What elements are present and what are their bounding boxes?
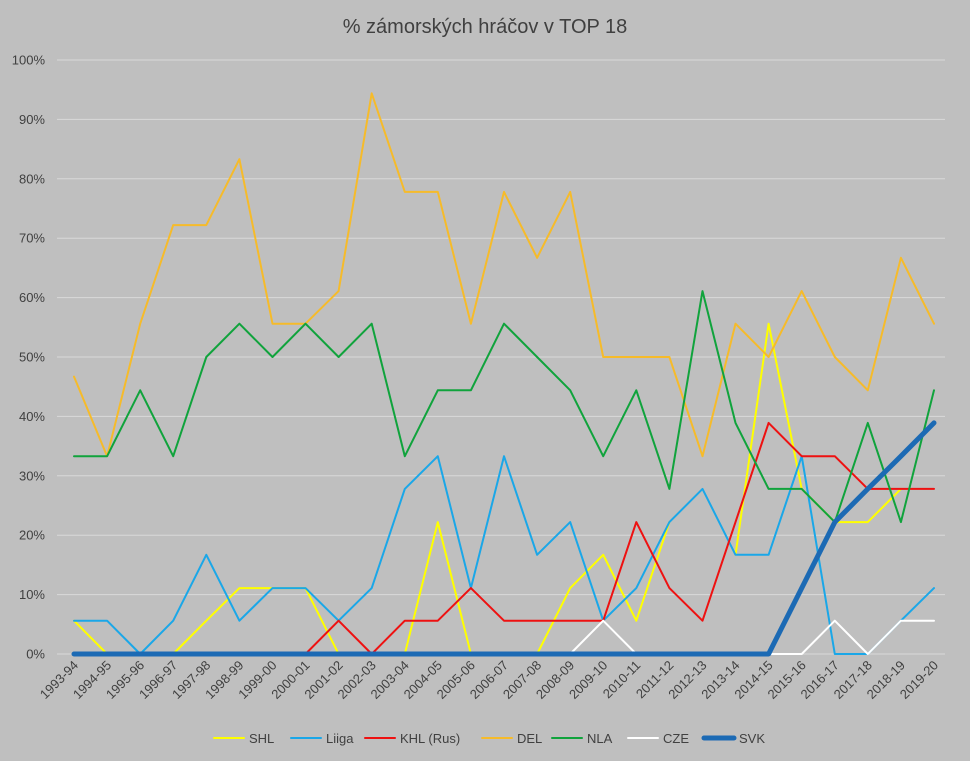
y-tick-label: 10% [19,587,45,602]
y-tick-label: 70% [19,231,45,246]
y-tick-label: 0% [26,647,45,662]
y-tick-label: 40% [19,409,45,424]
legend-label: KHL (Rus) [400,731,460,746]
series-line-cze [569,619,935,655]
y-tick-label: 60% [19,290,45,305]
legend-label: Liiga [326,731,354,746]
y-tick-label: 30% [19,468,45,483]
y-tick-label: 100% [12,53,46,68]
y-tick-label: 90% [19,112,45,127]
y-tick-label: 80% [19,171,45,186]
legend: SHL Liiga KHL (Rus) DEL NLA CZE SVK [213,731,765,746]
legend-label: SVK [739,731,765,746]
y-tick-label: 20% [19,528,45,543]
series-line-svk [71,420,937,657]
legend-label: SHL [249,731,274,746]
gridlines [57,59,945,655]
chart-title: % zámorských hráčov v TOP 18 [343,16,628,38]
x-axis-ticks: 1993-941994-951995-961996-971997-981998-… [37,658,941,702]
legend-label: NLA [587,731,613,746]
series-line-nla [73,290,935,524]
series-lines [71,92,937,657]
y-axis-ticks: 0% 10% 20% 30% 40% 50% 60% 70% 80% 90% 100% [12,53,46,662]
legend-label: DEL [517,731,542,746]
series-line-del [73,92,935,458]
y-tick-label: 50% [19,350,45,365]
legend-label: CZE [663,731,689,746]
